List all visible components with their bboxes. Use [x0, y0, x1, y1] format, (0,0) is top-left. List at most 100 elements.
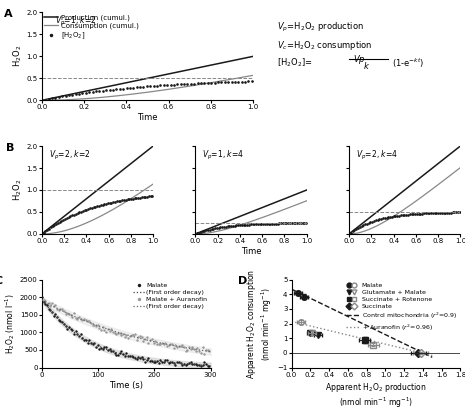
Point — [57, 318, 64, 324]
Point — [197, 363, 205, 369]
Point — [200, 359, 208, 366]
Point — [172, 362, 179, 368]
Point — [89, 321, 96, 328]
Point — [41, 300, 49, 307]
Point — [148, 336, 155, 343]
Point — [114, 352, 122, 358]
Point — [121, 333, 128, 340]
Point — [48, 300, 56, 307]
Point — [65, 324, 73, 331]
Point — [64, 310, 71, 316]
Point — [158, 340, 166, 347]
Point — [134, 333, 142, 340]
Point — [129, 332, 137, 338]
Point — [80, 316, 88, 323]
Point — [177, 343, 184, 350]
Point — [172, 342, 179, 348]
Point — [50, 313, 57, 319]
Point — [182, 347, 189, 354]
Point — [133, 356, 140, 363]
Point — [199, 344, 206, 351]
Point — [126, 333, 133, 339]
Point — [91, 322, 98, 328]
Point — [102, 328, 110, 335]
Point — [180, 361, 188, 367]
Text: $Vp$: $Vp$ — [353, 53, 366, 66]
Point — [111, 330, 118, 336]
Point — [70, 310, 78, 317]
Point — [128, 353, 135, 360]
Point — [136, 355, 144, 362]
Point — [146, 337, 154, 343]
Point — [97, 344, 105, 351]
Point — [126, 353, 133, 359]
Text: B: B — [6, 142, 14, 152]
Point — [55, 306, 62, 313]
Point — [82, 317, 90, 324]
Point — [179, 361, 186, 368]
Text: D: D — [238, 276, 247, 286]
Point — [192, 347, 199, 354]
Point — [133, 337, 140, 343]
Text: $k$: $k$ — [363, 60, 370, 71]
Point — [200, 350, 208, 357]
Point — [91, 339, 98, 346]
Point — [180, 344, 188, 351]
Point — [80, 337, 88, 344]
Point — [82, 337, 90, 344]
Point — [48, 309, 56, 315]
Point — [113, 351, 120, 358]
Point — [141, 358, 149, 365]
Point — [175, 343, 183, 349]
Point — [92, 323, 100, 329]
Point — [145, 354, 152, 361]
Point — [45, 300, 53, 306]
Point — [43, 302, 51, 309]
Point — [190, 361, 198, 367]
Point — [197, 350, 205, 357]
Point — [106, 346, 113, 353]
Point — [192, 361, 199, 367]
Point — [173, 359, 181, 366]
Point — [155, 359, 162, 366]
Point — [118, 348, 125, 355]
Point — [194, 345, 201, 351]
Point — [99, 346, 106, 353]
Point — [134, 354, 142, 361]
Point — [146, 357, 154, 364]
Point — [187, 359, 194, 366]
Point — [73, 316, 81, 323]
Point — [163, 357, 171, 364]
Text: $V_p$=1, $k$=4: $V_p$=1, $k$=4 — [202, 149, 244, 162]
Point — [166, 359, 174, 366]
Point — [199, 362, 206, 368]
Point — [157, 341, 164, 348]
Point — [194, 361, 201, 368]
Point — [106, 328, 113, 334]
Point — [86, 318, 93, 324]
Point — [57, 306, 64, 313]
Point — [168, 358, 176, 365]
Point — [73, 331, 81, 337]
Point — [165, 342, 173, 348]
Point — [109, 347, 117, 354]
Point — [101, 327, 108, 333]
Point — [189, 360, 196, 367]
Point — [190, 345, 198, 352]
Point — [128, 332, 135, 338]
Text: (1-e$^{-kt}$): (1-e$^{-kt}$) — [392, 56, 424, 70]
Point — [67, 326, 74, 332]
Point — [138, 354, 146, 361]
Point — [72, 314, 80, 321]
Point — [138, 334, 146, 340]
Point — [46, 306, 54, 313]
Point — [60, 321, 67, 328]
Point — [116, 350, 123, 356]
Point — [186, 344, 193, 351]
Y-axis label: H$_2$O$_2$: H$_2$O$_2$ — [11, 45, 24, 67]
Point — [158, 359, 166, 366]
Point — [94, 322, 101, 329]
Point — [206, 363, 213, 369]
Point — [53, 313, 61, 320]
Y-axis label: H$_2$O$_2$ (nmol l$^{-1}$): H$_2$O$_2$ (nmol l$^{-1}$) — [3, 293, 17, 354]
